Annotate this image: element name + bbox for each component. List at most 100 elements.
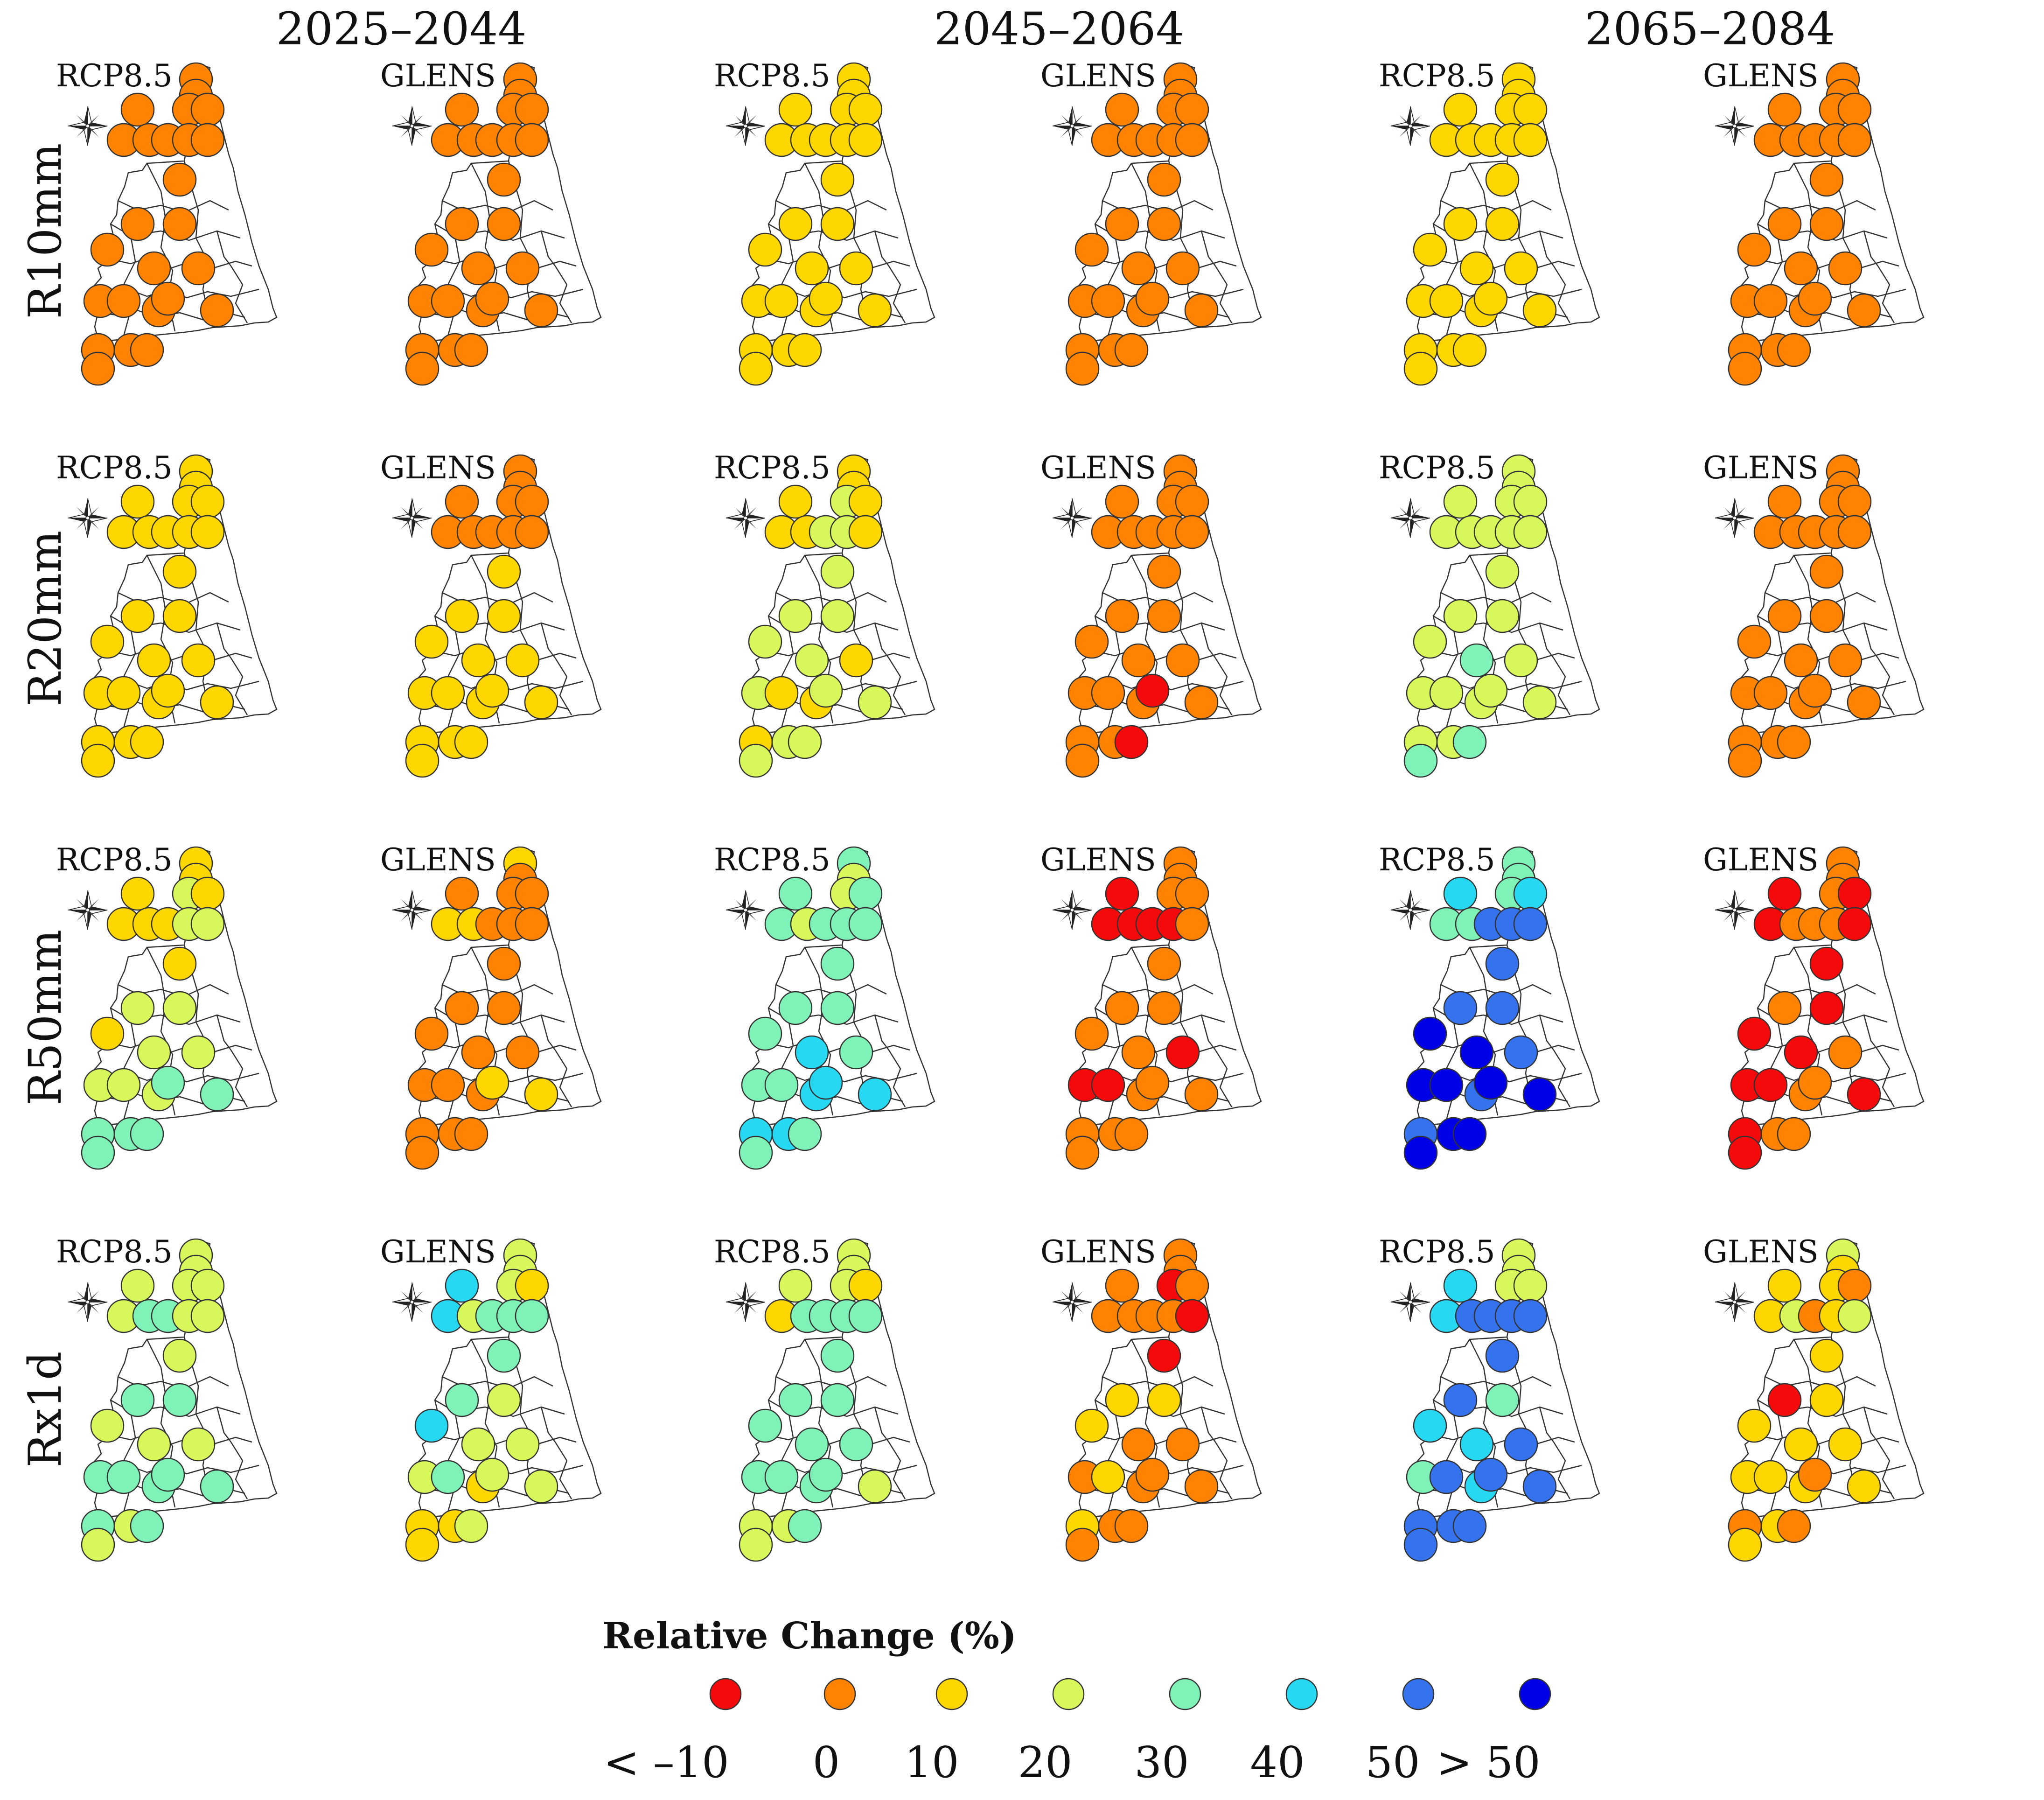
station-marker bbox=[405, 743, 439, 778]
station-marker bbox=[778, 207, 813, 241]
station-marker bbox=[515, 1299, 549, 1333]
station-marker bbox=[1513, 484, 1548, 519]
period-header-2: 2065–2084 bbox=[1585, 3, 1835, 55]
station-marker bbox=[1837, 1268, 1872, 1303]
scenario-label: GLENS bbox=[1703, 842, 1819, 878]
scenario-label: GLENS bbox=[1040, 842, 1156, 878]
map-panel: RCP8.5 bbox=[1379, 450, 1600, 778]
scenario-label: RCP8.5 bbox=[56, 1234, 173, 1270]
station-marker bbox=[1443, 207, 1478, 241]
station-marker bbox=[1513, 1299, 1548, 1333]
station-marker bbox=[454, 725, 488, 759]
scenario-label: RCP8.5 bbox=[1379, 842, 1495, 878]
map-panel: GLENS bbox=[1040, 450, 1262, 778]
station-marker bbox=[1121, 643, 1156, 678]
station-marker bbox=[1784, 643, 1818, 678]
station-marker bbox=[1473, 673, 1508, 708]
station-marker bbox=[1798, 673, 1832, 708]
station-marker bbox=[81, 1527, 115, 1562]
station-marker bbox=[839, 251, 873, 286]
map-panel: GLENS bbox=[1040, 1234, 1262, 1562]
station-marker bbox=[1135, 1065, 1170, 1100]
scenario-label: RCP8.5 bbox=[1379, 58, 1495, 94]
station-marker bbox=[788, 725, 822, 759]
station-marker bbox=[778, 599, 813, 633]
station-marker bbox=[162, 1383, 197, 1417]
north-arrow-icon bbox=[1390, 498, 1430, 538]
station-marker bbox=[820, 1383, 855, 1417]
map-panel: RCP8.5 bbox=[56, 450, 278, 778]
station-marker bbox=[445, 991, 479, 1025]
station-marker bbox=[1114, 1117, 1149, 1151]
station-marker bbox=[1485, 991, 1520, 1025]
station-marker bbox=[1065, 1527, 1100, 1562]
station-marker bbox=[1175, 123, 1209, 157]
north-arrow-icon bbox=[1715, 106, 1755, 146]
station-marker bbox=[162, 554, 197, 589]
station-marker bbox=[1175, 876, 1209, 911]
station-marker bbox=[414, 624, 449, 659]
station-marker bbox=[181, 643, 216, 678]
station-marker bbox=[120, 1383, 155, 1417]
station-marker bbox=[1485, 1383, 1520, 1417]
station-marker bbox=[1452, 333, 1487, 367]
station-marker bbox=[848, 92, 883, 127]
station-marker bbox=[1175, 907, 1209, 941]
station-marker bbox=[1728, 1527, 1762, 1562]
legend-swatch bbox=[1052, 1678, 1085, 1710]
station-marker bbox=[120, 599, 155, 633]
station-marker bbox=[778, 1268, 813, 1303]
station-marker bbox=[190, 1268, 225, 1303]
station-marker bbox=[120, 92, 155, 127]
station-marker bbox=[1114, 725, 1149, 759]
station-marker bbox=[190, 907, 225, 941]
station-marker bbox=[414, 232, 449, 267]
station-marker bbox=[1753, 1460, 1788, 1494]
station-marker bbox=[137, 1427, 171, 1462]
station-marker bbox=[1767, 207, 1802, 241]
station-marker bbox=[81, 1135, 115, 1170]
station-marker bbox=[1784, 251, 1818, 286]
station-marker bbox=[1809, 162, 1844, 197]
station-marker bbox=[1175, 484, 1209, 519]
station-marker bbox=[524, 293, 558, 328]
station-marker bbox=[1074, 1408, 1109, 1443]
station-marker bbox=[1443, 484, 1478, 519]
scenario-label: GLENS bbox=[380, 1234, 496, 1270]
station-marker bbox=[90, 1016, 125, 1051]
map-panel: GLENS bbox=[1703, 1234, 1925, 1562]
station-marker bbox=[839, 1427, 873, 1462]
station-marker bbox=[788, 1509, 822, 1543]
north-arrow-icon bbox=[392, 498, 432, 538]
station-marker bbox=[1784, 1035, 1818, 1070]
map-panel: RCP8.5 bbox=[56, 842, 278, 1170]
station-marker bbox=[1767, 92, 1802, 127]
map-panel: RCP8.5 bbox=[1379, 842, 1600, 1170]
scenario-label: GLENS bbox=[1040, 58, 1156, 94]
station-marker bbox=[1522, 1077, 1557, 1112]
station-marker bbox=[1522, 685, 1557, 720]
station-marker bbox=[1504, 643, 1538, 678]
station-marker bbox=[1737, 1408, 1772, 1443]
scenario-label: RCP8.5 bbox=[714, 842, 830, 878]
station-marker bbox=[151, 281, 185, 316]
station-marker bbox=[1837, 484, 1872, 519]
station-marker bbox=[461, 643, 495, 678]
station-marker bbox=[1777, 725, 1811, 759]
station-marker bbox=[81, 351, 115, 386]
station-marker bbox=[445, 92, 479, 127]
station-marker bbox=[487, 946, 521, 981]
legend-label-4: 30 bbox=[1134, 1737, 1189, 1787]
north-arrow-icon bbox=[68, 106, 108, 146]
station-marker bbox=[1147, 1383, 1181, 1417]
station-marker bbox=[820, 207, 855, 241]
station-marker bbox=[1429, 1068, 1464, 1102]
station-marker bbox=[795, 1035, 829, 1070]
station-marker bbox=[1737, 232, 1772, 267]
map-panel: RCP8.5 bbox=[1379, 1234, 1600, 1562]
station-marker bbox=[1767, 991, 1802, 1025]
station-marker bbox=[505, 643, 540, 678]
station-marker bbox=[162, 599, 197, 633]
station-marker bbox=[1837, 92, 1872, 127]
station-marker bbox=[778, 1383, 813, 1417]
